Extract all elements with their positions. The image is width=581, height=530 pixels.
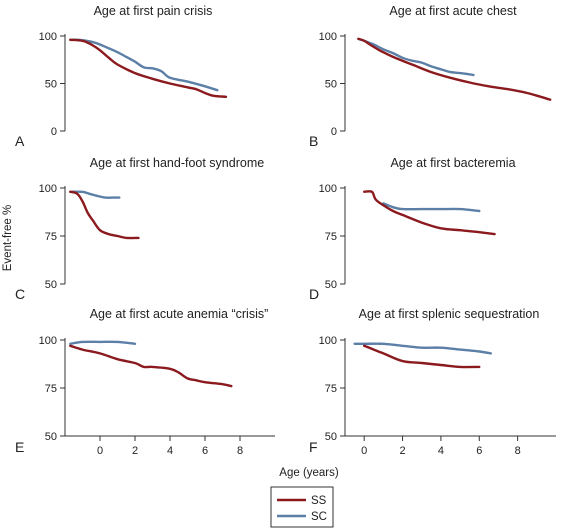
y-tick-label: 100 xyxy=(319,335,337,347)
y-tick-label: 75 xyxy=(325,231,337,243)
panel-letter: E xyxy=(15,439,24,455)
series-line-ss xyxy=(357,37,552,101)
series-line-sc xyxy=(69,340,137,345)
legend-box xyxy=(270,486,334,528)
y-tick-label: 50 xyxy=(325,431,337,443)
y-tick-label: 50 xyxy=(325,279,337,291)
x-tick-label: 0 xyxy=(361,445,367,457)
panel-e: Age at first acute anemia “crisis” E 50 75 1… xyxy=(15,307,275,457)
y-tick-label: 50 xyxy=(325,79,337,91)
series-line-ss xyxy=(69,190,140,240)
y-tick-label: 100 xyxy=(319,183,337,195)
y-axis-label: Event-free % xyxy=(2,205,14,271)
series-line-ss xyxy=(69,38,228,98)
y-tick-label: 100 xyxy=(39,335,57,347)
panel-title: Age at first splenic sequestration xyxy=(359,307,540,321)
x-tick-label: 8 xyxy=(515,445,521,457)
panel-f: Age at first splenic sequestration F 50 75 1… xyxy=(309,307,556,457)
panel-title: Age at first bacteremia xyxy=(390,156,515,170)
y-tick-label: 100 xyxy=(39,31,57,43)
series-line-sc xyxy=(69,190,121,199)
x-tick-label: 6 xyxy=(202,445,208,457)
y-tick-label: 0 xyxy=(331,126,337,138)
y-tick-label: 75 xyxy=(45,383,57,395)
x-axis-label: Age (years) xyxy=(279,467,339,479)
x-tick-label: 2 xyxy=(132,445,138,457)
x-tick-label: 4 xyxy=(438,445,444,457)
panel-letter: B xyxy=(309,133,318,149)
y-tick-label: 50 xyxy=(45,431,57,443)
series-line-sc xyxy=(69,38,219,92)
y-tick-label: 75 xyxy=(325,383,337,395)
y-tick-label: 75 xyxy=(45,231,57,243)
legend: SS SC xyxy=(270,486,334,528)
panel-title: Age at first hand-foot syndrome xyxy=(90,156,264,170)
legend-label-ss: SS xyxy=(311,495,327,507)
panel-letter: C xyxy=(15,286,25,302)
x-tick-label: 6 xyxy=(476,445,482,457)
y-tick-label: 50 xyxy=(45,279,57,291)
series-line-ss xyxy=(363,344,481,369)
x-tick-label: 2 xyxy=(399,445,405,457)
y-tick-label: 50 xyxy=(45,79,57,91)
panel-c: Age at first hand-foot syndrome C 50 75 100 xyxy=(15,156,264,302)
series-line-ss xyxy=(69,344,233,388)
x-tick-label: 0 xyxy=(97,445,103,457)
legend-label-sc: SC xyxy=(311,511,327,523)
panel-letter: D xyxy=(309,286,319,302)
y-tick-label: 100 xyxy=(39,183,57,195)
series-line-ss xyxy=(363,190,496,236)
panel-title: Age at first pain crisis xyxy=(94,4,213,18)
panel-letter: F xyxy=(309,439,318,455)
y-tick-label: 0 xyxy=(51,126,57,138)
series-line-sc xyxy=(382,202,481,213)
panel-a: Age at first pain crisis A 0 50 100 xyxy=(15,4,228,149)
series-line-sc xyxy=(353,342,492,355)
x-tick-label: 8 xyxy=(237,445,243,457)
series-line-sc xyxy=(357,37,475,77)
panel-d: Age at first bacteremia D 50 75 100 xyxy=(309,156,516,302)
panel-title: Age at first acute anemia “crisis” xyxy=(90,307,269,321)
y-tick-label: 100 xyxy=(319,31,337,43)
x-tick-label: 4 xyxy=(167,445,173,457)
panel-letter: A xyxy=(15,133,25,149)
panel-b: Age at first acute chest B 0 50 100 xyxy=(309,4,552,149)
panel-title: Age at first acute chest xyxy=(389,4,517,18)
